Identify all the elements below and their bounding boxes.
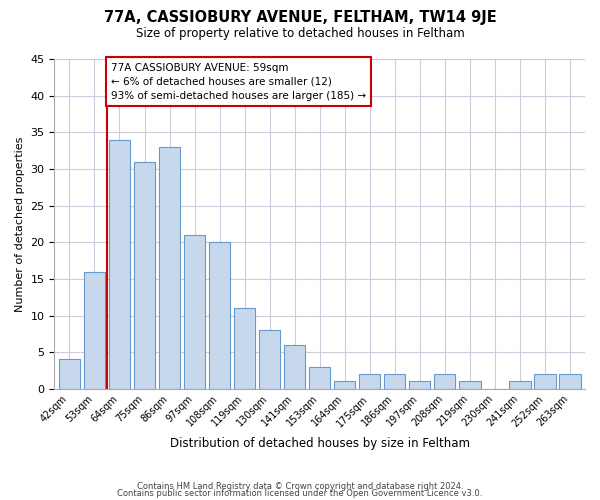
Text: 77A, CASSIOBURY AVENUE, FELTHAM, TW14 9JE: 77A, CASSIOBURY AVENUE, FELTHAM, TW14 9J…	[104, 10, 496, 25]
Bar	[359, 374, 380, 389]
Bar	[384, 374, 406, 389]
Bar	[309, 367, 331, 389]
Bar	[59, 360, 80, 389]
Text: Contains HM Land Registry data © Crown copyright and database right 2024.: Contains HM Land Registry data © Crown c…	[137, 482, 463, 491]
X-axis label: Distribution of detached houses by size in Feltham: Distribution of detached houses by size …	[170, 437, 470, 450]
Text: Contains public sector information licensed under the Open Government Licence v3: Contains public sector information licen…	[118, 489, 482, 498]
Bar	[409, 382, 430, 389]
Bar	[109, 140, 130, 389]
Bar	[284, 345, 305, 389]
Bar	[559, 374, 581, 389]
Bar	[84, 272, 105, 389]
Bar	[134, 162, 155, 389]
Bar	[535, 374, 556, 389]
Bar	[509, 382, 530, 389]
Bar	[434, 374, 455, 389]
Bar	[159, 147, 180, 389]
Text: 77A CASSIOBURY AVENUE: 59sqm
← 6% of detached houses are smaller (12)
93% of sem: 77A CASSIOBURY AVENUE: 59sqm ← 6% of det…	[111, 62, 366, 100]
Bar	[259, 330, 280, 389]
Bar	[234, 308, 255, 389]
Bar	[334, 382, 355, 389]
Text: Size of property relative to detached houses in Feltham: Size of property relative to detached ho…	[136, 28, 464, 40]
Y-axis label: Number of detached properties: Number of detached properties	[15, 136, 25, 312]
Bar	[209, 242, 230, 389]
Bar	[459, 382, 481, 389]
Bar	[184, 235, 205, 389]
